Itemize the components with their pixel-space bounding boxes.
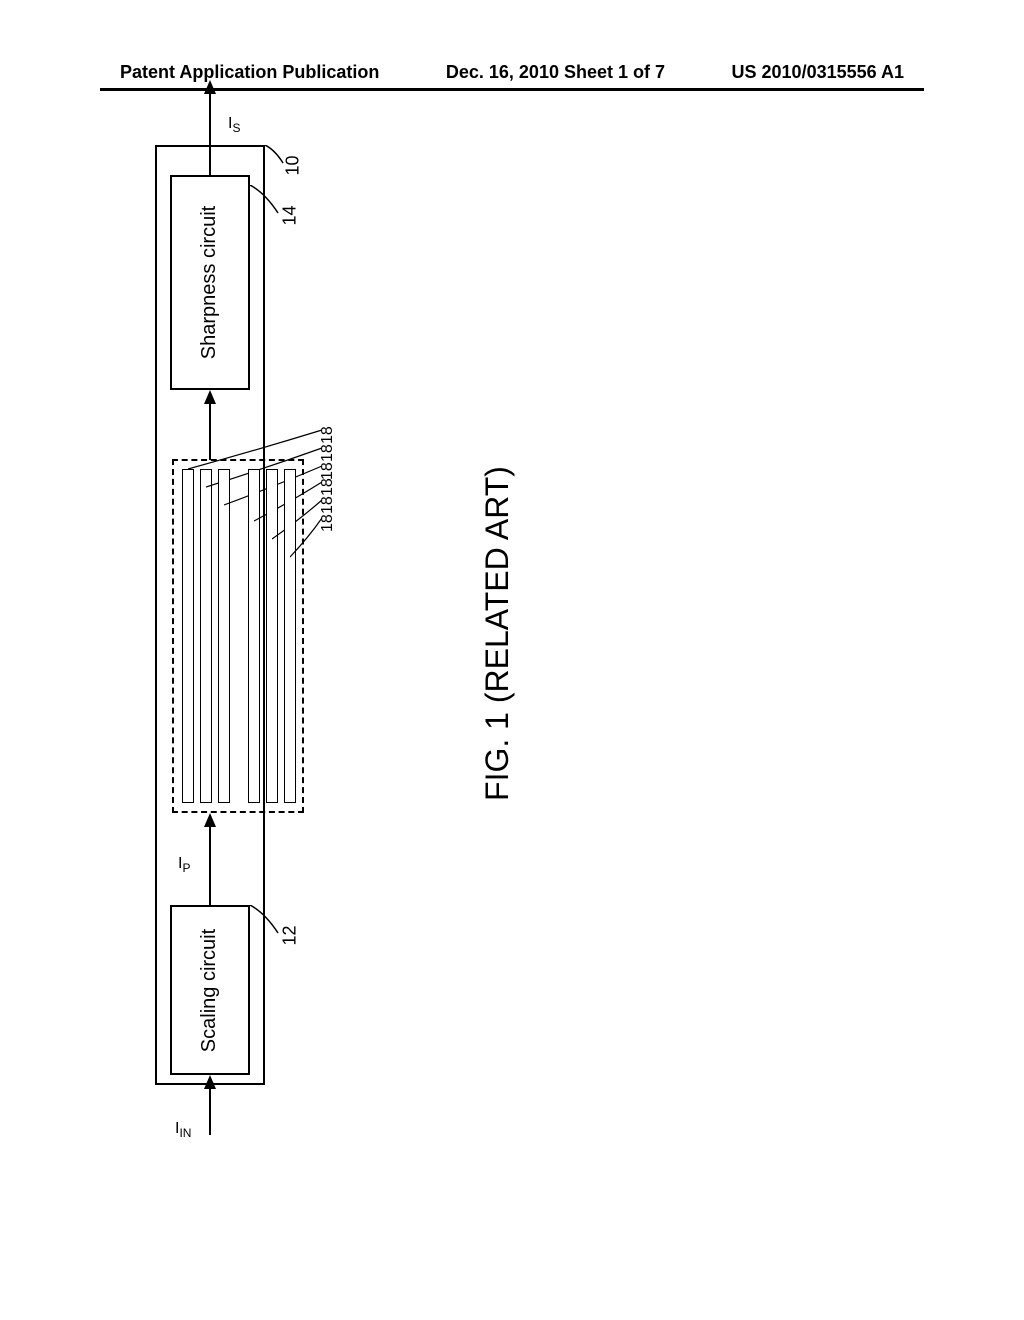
arrow-out-line — [209, 85, 211, 175]
arrow-ip-line — [209, 815, 211, 905]
header-center: Dec. 16, 2010 Sheet 1 of 7 — [446, 62, 665, 83]
arrow-in-head — [204, 1075, 216, 1089]
line-buffer — [182, 469, 194, 803]
scaling-circuit-box: Scaling circuit — [170, 905, 250, 1075]
ref-scaling-leader — [250, 905, 290, 945]
sharpness-circuit-box: Sharpness circuit — [170, 175, 250, 390]
scaling-circuit-label: Scaling circuit — [199, 928, 222, 1051]
header-right: US 2010/0315556 A1 — [732, 62, 904, 83]
arrow-buf-sharp-head — [204, 390, 216, 404]
ref-sharpness-leader — [250, 185, 290, 225]
header-left: Patent Application Publication — [120, 62, 379, 83]
signal-ip: IP — [178, 855, 190, 875]
page-header: Patent Application Publication Dec. 16, … — [0, 62, 1024, 83]
figure-caption: FIG. 1 (RELATED ART) — [479, 466, 516, 801]
arrow-buf-sharp-line — [209, 395, 211, 460]
ref-buffer-leader — [290, 508, 326, 558]
arrow-out-head — [204, 80, 216, 94]
arrow-in-line — [209, 1083, 211, 1135]
sharpness-circuit-label: Sharpness circuit — [199, 206, 222, 359]
line-buffer — [218, 469, 230, 803]
ref-system-leader — [265, 145, 295, 175]
signal-in: IIN — [175, 1120, 191, 1140]
header-divider — [100, 88, 924, 91]
signal-out: IS — [228, 115, 240, 135]
figure-container: 10 Scaling circuit 12 Sharpness circuit … — [100, 135, 860, 1135]
arrow-ip-head — [204, 813, 216, 827]
line-buffer — [200, 469, 212, 803]
